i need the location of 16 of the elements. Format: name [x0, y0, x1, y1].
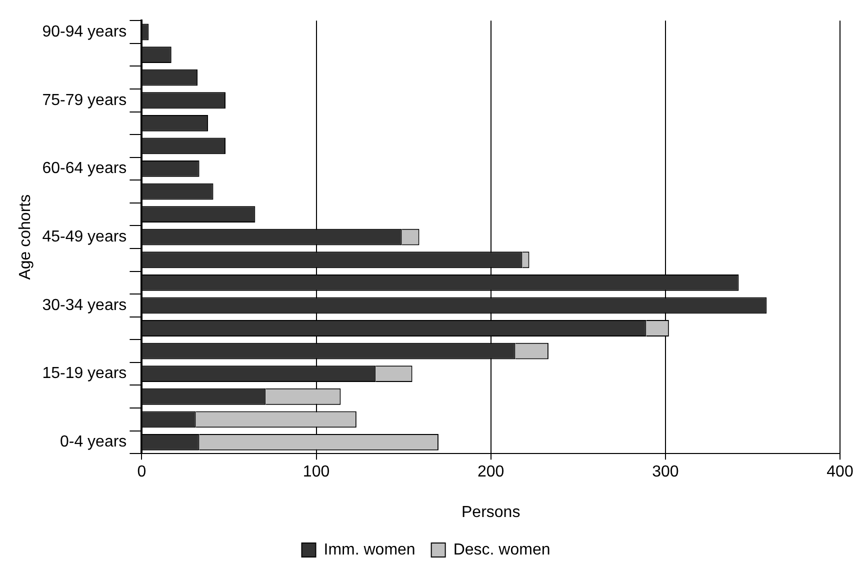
y-axis-title: Age cohorts — [17, 194, 34, 280]
x-axis-title: Persons — [461, 504, 520, 521]
y-tick-label: 0-4 years — [60, 434, 127, 451]
y-tick-label: 75-79 years — [42, 92, 127, 109]
y-tick-label: 60-64 years — [42, 160, 127, 178]
legend-label: Imm. women — [324, 541, 416, 558]
x-tick-label: 400 — [826, 464, 854, 481]
x-tick-label: 0 — [137, 464, 146, 481]
y-tick-label: 90-94 years — [42, 23, 127, 40]
y-tick-label: 45-49 years — [42, 228, 127, 246]
x-tick-label: 200 — [477, 464, 504, 481]
legend-label: Desc. women — [453, 541, 550, 558]
x-tick-label: 100 — [302, 464, 330, 481]
y-tick-label: 15-19 years — [42, 365, 127, 382]
x-tick-label: 300 — [652, 464, 679, 481]
y-tick-label: 30-34 years — [42, 296, 127, 314]
